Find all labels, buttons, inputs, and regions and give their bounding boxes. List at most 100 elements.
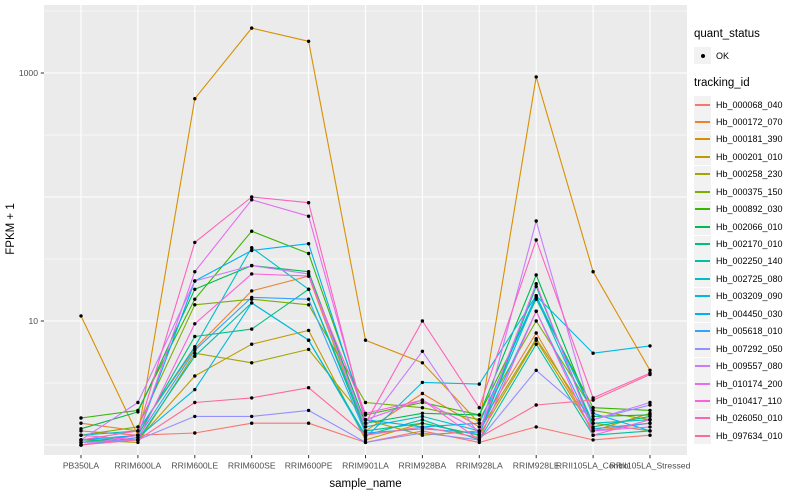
- data-point: [477, 413, 481, 417]
- x-axis-title: sample_name: [329, 478, 402, 490]
- x-axis-tick-label: PB350LA: [63, 461, 100, 471]
- data-point: [648, 421, 652, 425]
- data-point: [534, 238, 538, 242]
- data-point: [250, 195, 254, 199]
- legend-swatch-Hb_000201_010: [694, 148, 711, 166]
- legend-label: Hb_002066_010: [716, 221, 783, 232]
- legend-swatch-Hb_000068_040: [694, 96, 711, 113]
- data-point: [648, 433, 652, 437]
- legend-item: Hb_097634_010: [694, 427, 800, 445]
- data-point: [250, 289, 254, 293]
- legend-item: Hb_002250_140: [694, 252, 800, 270]
- data-point: [193, 348, 197, 352]
- data-point: [79, 421, 83, 425]
- data-point: [306, 303, 311, 307]
- legend-key-box: [694, 47, 711, 64]
- y-axis-tick-label: 1000: [19, 68, 38, 78]
- quant-status-legend-title: quant_status: [694, 28, 760, 40]
- data-point: [79, 416, 83, 420]
- data-point: [534, 331, 538, 335]
- x-axis-tick-label: RRIM600SE: [228, 461, 276, 471]
- legend-label: Hb_010417_110: [716, 395, 782, 406]
- data-point: [363, 440, 368, 445]
- data-point: [250, 361, 254, 365]
- data-point: [250, 198, 254, 202]
- x-axis-tick-label: RRIM600LE: [171, 461, 218, 471]
- legend-swatch-Hb_000258_230: [694, 165, 711, 183]
- data-point: [648, 408, 652, 413]
- legend-swatch-Hb_005618_010: [694, 322, 711, 340]
- ok-label: OK: [716, 50, 730, 61]
- legend-label: Hb_000068_040: [716, 99, 783, 110]
- x-axis-tick-label: RRII105LA_Control: [556, 461, 631, 471]
- data-point: [193, 322, 197, 326]
- data-point: [193, 97, 197, 101]
- data-point: [250, 26, 254, 30]
- data-point: [306, 338, 311, 342]
- legend-line-icon: [695, 399, 710, 402]
- data-point: [250, 295, 254, 300]
- legend-item: Hb_005618_010: [694, 322, 800, 340]
- data-point: [193, 374, 197, 378]
- data-point: [534, 309, 538, 313]
- data-point: [363, 421, 368, 425]
- data-point: [79, 433, 83, 437]
- data-point: [363, 425, 368, 429]
- data-point: [534, 337, 538, 341]
- legend-swatch-Hb_000375_150: [694, 183, 711, 201]
- legend-label: Hb_010174_200: [716, 378, 783, 389]
- data-point: [363, 438, 368, 442]
- legend-line-icon: [695, 173, 710, 176]
- data-point: [363, 418, 368, 422]
- data-point: [193, 303, 197, 307]
- data-point: [648, 368, 652, 372]
- y-axis-title: FPKM + 1: [5, 203, 17, 255]
- data-point: [477, 418, 481, 422]
- legend-line-icon: [695, 138, 710, 141]
- y-axis-tick-label: 10: [28, 316, 38, 326]
- legend-line-icon: [695, 190, 710, 193]
- legend-item: Hb_000892_030: [694, 200, 800, 218]
- data-point: [136, 425, 140, 429]
- data-point: [79, 440, 83, 445]
- legend-swatch-Hb_002250_140: [694, 252, 711, 270]
- data-point: [79, 427, 83, 431]
- legend-label: Hb_002725_080: [716, 273, 783, 284]
- data-point: [648, 400, 652, 405]
- data-point: [591, 398, 595, 402]
- data-point: [193, 240, 197, 245]
- legend-line-icon: [695, 243, 710, 245]
- legend-label: Hb_004450_030: [716, 308, 783, 319]
- data-point: [534, 219, 538, 223]
- data-point: [534, 294, 538, 298]
- data-point: [420, 425, 425, 429]
- legend-swatch-Hb_010417_110: [694, 392, 711, 410]
- data-point: [136, 400, 140, 405]
- data-point: [420, 391, 425, 396]
- legend-label: Hb_000172_070: [716, 116, 783, 127]
- data-point: [306, 297, 311, 301]
- data-point: [420, 406, 425, 410]
- data-point: [306, 242, 311, 246]
- data-point: [79, 314, 83, 318]
- legend-line-icon: [695, 382, 710, 385]
- data-point: [363, 338, 368, 342]
- data-point: [193, 387, 197, 392]
- data-point: [477, 406, 481, 410]
- legend-swatch-Hb_009557_080: [694, 357, 711, 375]
- legend-item: Hb_002066_010: [694, 218, 800, 236]
- data-point: [250, 263, 254, 268]
- x-axis-tick-label: RRII105LA_Stressed: [610, 461, 691, 471]
- legend-line-icon: [695, 155, 710, 158]
- data-point: [534, 403, 538, 407]
- data-point: [534, 319, 538, 323]
- data-point: [420, 431, 425, 435]
- data-point: [591, 414, 595, 419]
- data-point: [477, 425, 481, 429]
- data-point: [193, 334, 197, 339]
- data-point: [420, 349, 425, 353]
- data-point: [591, 411, 595, 415]
- data-point: [193, 345, 197, 349]
- legend-label: Hb_007292_050: [716, 343, 783, 354]
